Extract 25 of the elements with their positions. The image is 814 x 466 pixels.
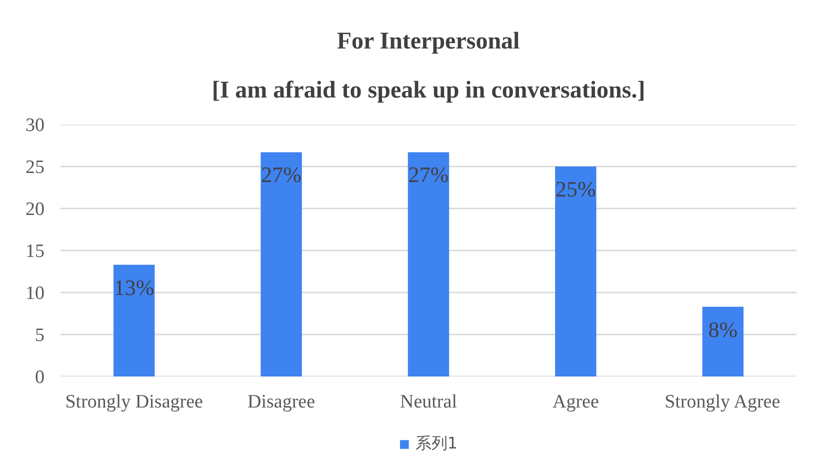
data-label: 8% <box>708 316 738 342</box>
x-tick-label: Neutral <box>400 392 457 412</box>
data-label: 25% <box>556 176 596 202</box>
data-label: 13% <box>114 274 154 300</box>
x-tick-label: Agree <box>552 392 599 412</box>
data-label: 27% <box>261 162 302 188</box>
bar <box>113 264 155 376</box>
x-tick-label: Strongly Disagree <box>65 392 203 412</box>
y-tick-label: 30 <box>26 115 44 136</box>
y-tick-label: 0 <box>35 367 44 388</box>
y-tick-label: 5 <box>35 325 44 346</box>
bar <box>702 306 744 376</box>
x-tick-label: Disagree <box>248 392 316 412</box>
chart-title: For Interpersonal <box>336 28 520 54</box>
y-tick-label: 10 <box>26 283 44 304</box>
chart-subtitle: [I am afraid to speak up in conversations.] <box>212 78 646 104</box>
y-tick-label: 20 <box>26 199 44 220</box>
y-tick-label: 15 <box>26 241 44 262</box>
bar <box>555 166 596 376</box>
x-tick-label: Strongly Agree <box>664 392 780 412</box>
legend-label: 系列1 <box>415 434 458 454</box>
bar <box>408 152 450 376</box>
y-tick-label: 25 <box>26 157 44 178</box>
data-label: 27% <box>408 162 449 188</box>
bar <box>260 152 302 376</box>
